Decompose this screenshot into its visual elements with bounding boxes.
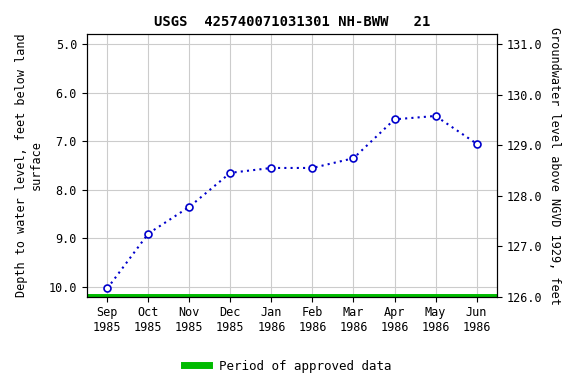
Legend: Period of approved data: Period of approved data bbox=[179, 355, 397, 378]
Y-axis label: Depth to water level, feet below land
surface: Depth to water level, feet below land su… bbox=[15, 34, 43, 297]
Title: USGS  425740071031301 NH-BWW   21: USGS 425740071031301 NH-BWW 21 bbox=[154, 15, 430, 29]
Y-axis label: Groundwater level above NGVD 1929, feet: Groundwater level above NGVD 1929, feet bbox=[548, 26, 561, 305]
